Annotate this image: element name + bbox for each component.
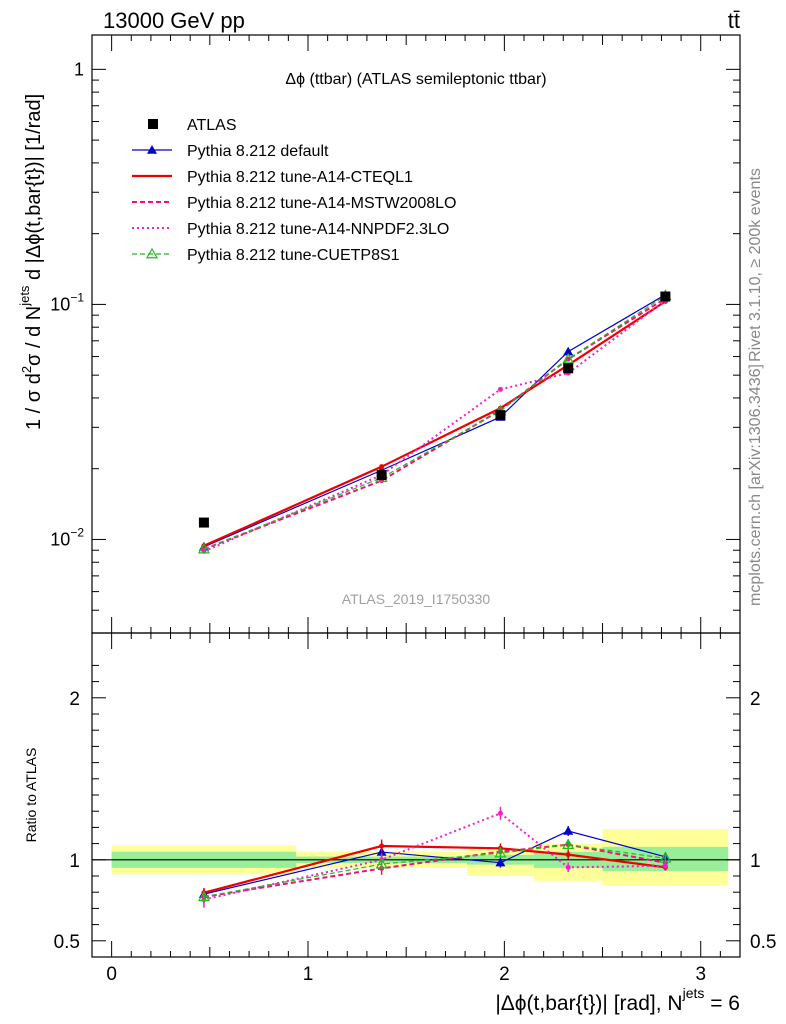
series-line-0	[203, 294, 666, 548]
plot-title: Δϕ (ttbar) (ATLAS semileptonic ttbar)	[285, 71, 546, 88]
y-tick-label: 10−1	[50, 290, 84, 314]
ratio-y-axis-label: Ratio to ATLAS	[23, 748, 39, 843]
x-tick-label: 3	[695, 964, 706, 985]
x-axis-label-end: = 6	[704, 992, 740, 1015]
y-axis-label-a-sup: 2	[19, 366, 34, 373]
ratio-point-4	[562, 838, 575, 850]
x-axis-label-main: |Δϕ(t,bar{t})| [rad], N	[495, 992, 682, 1015]
data-point	[198, 517, 209, 528]
y-axis-label: 1 / σ d2σ / d Njets d |Δϕ(t,bar{t})| [1/…	[17, 94, 45, 430]
ratio-y-tick-label: 2	[69, 689, 80, 710]
ratio-y-tick-label-right: 1	[750, 851, 761, 872]
main-panel: 1 10−1 10−2 Δϕ (ttbar) (ATLAS semileptonic…	[50, 34, 741, 634]
legend-marker	[148, 119, 158, 129]
x-tick-label: 2	[499, 964, 510, 985]
ratio-y-tick-label-right: 2	[750, 689, 761, 710]
y-axis-label-c: d |Δϕ(t,bar{t})| [1/rad]	[23, 94, 45, 286]
rivet-label: Rivet 3.1.10, ≥ 200k events	[747, 168, 764, 362]
ratio-plot-content	[92, 806, 740, 908]
series-line-4	[203, 295, 666, 550]
ratio-frame	[91, 632, 741, 958]
main-plot-content	[197, 289, 672, 554]
series-line-3	[203, 299, 666, 553]
ratio-point-1	[565, 852, 571, 858]
data-point	[660, 291, 671, 302]
x-axis-label: |Δϕ(t,bar{t})| [rad], Njets = 6	[495, 985, 740, 1015]
ratio-point-0	[495, 857, 506, 867]
legend-label: Pythia 8.212 tune-A14-MSTW2008LO	[187, 195, 456, 212]
y-axis-label-a: 1 / σ d	[23, 373, 45, 430]
legend-label: Pythia 8.212 tune-A14-CTEQL1	[187, 169, 413, 186]
legend-marker	[147, 145, 157, 154]
x-tick-label: 1	[303, 964, 314, 985]
x-axis-label-sup: jets	[682, 985, 705, 1001]
ratio-point-4	[375, 857, 388, 869]
ratio-y-axis: 2 2 1 1 0.5 0.5	[54, 664, 776, 953]
series-line-2	[203, 297, 666, 551]
ratio-point-3	[662, 863, 668, 869]
x-tick-label: 0	[106, 964, 117, 985]
series-point-1	[379, 464, 385, 470]
source-label: mcplots.cern.ch [arXiv:1306.3436]	[747, 364, 764, 606]
ratio-y-tick-label: 0.5	[54, 932, 80, 953]
energy-label: 13000 GeV pp	[103, 8, 245, 33]
y-axis-label-b: σ / d N	[23, 306, 45, 366]
legend-label: ATLAS	[187, 117, 237, 134]
x-axis: 0 1 2 3	[106, 35, 721, 985]
data-point	[563, 363, 574, 374]
analysis-label: ATLAS_2019_I1750330	[342, 591, 491, 607]
legend-label: Pythia 8.212 tune-A14-NNPDF2.3LO	[187, 221, 449, 238]
ratio-point-3	[497, 810, 503, 816]
data-point	[376, 470, 387, 481]
data-point	[495, 410, 506, 421]
ratio-point-1	[379, 843, 385, 849]
series-point-4	[562, 352, 575, 364]
process-label: tt̄	[728, 8, 740, 33]
main-y-axis: 1 10−1 10−2	[50, 59, 740, 634]
y-tick-label: 1	[74, 59, 84, 79]
ratio-point-0	[563, 826, 574, 835]
legend-label: Pythia 8.212 default	[187, 143, 329, 160]
legend: ATLAS Pythia 8.212 default Pythia 8.212 tu…	[132, 117, 456, 264]
ratio-panel: 2 2 1 1 0.5 0.5	[54, 632, 776, 958]
legend-marker	[145, 247, 159, 259]
legend-label: Pythia 8.212 tune-CUETP8S1	[187, 247, 400, 264]
ratio-point-3	[565, 864, 571, 870]
ratio-y-tick-label: 1	[69, 851, 80, 872]
y-axis-label-b-sup: jets	[17, 285, 32, 307]
series-point-3	[497, 386, 503, 392]
ratio-y-tick-label-right: 0.5	[750, 932, 776, 953]
ratio-line-3	[203, 812, 666, 901]
ratio-point-4	[494, 846, 507, 858]
ratio-point-4	[659, 852, 672, 863]
y-tick-label: 10−2	[50, 525, 84, 549]
series-line-1	[203, 300, 666, 547]
series-point-4	[197, 542, 210, 554]
series-point-0	[563, 346, 574, 356]
ratio-point-4	[197, 890, 210, 902]
